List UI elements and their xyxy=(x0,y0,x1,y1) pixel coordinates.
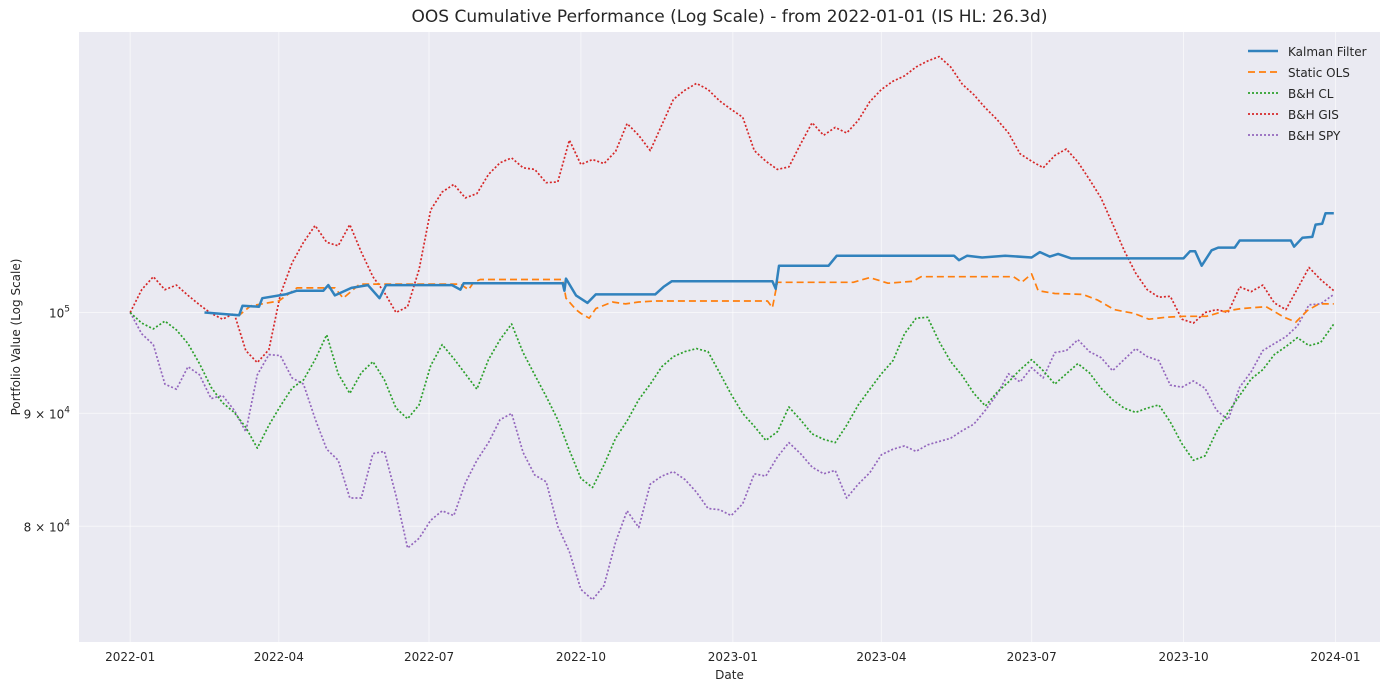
x-tick-label: 2022-04 xyxy=(254,650,304,664)
x-tick-label: 2023-04 xyxy=(856,650,906,664)
x-tick-label: 2022-10 xyxy=(556,650,606,664)
series-line-b-h-spy xyxy=(129,293,1335,601)
series-line-static-ols xyxy=(204,273,1334,323)
series-line-b-h-gis xyxy=(129,55,1335,364)
legend-label: B&H SPY xyxy=(1288,129,1341,143)
x-tick-label: 2023-07 xyxy=(1007,650,1057,664)
y-tick-label: 8 × 104 xyxy=(24,518,71,534)
legend-label: B&H CL xyxy=(1288,87,1334,101)
series-line-b-h-cl xyxy=(129,311,1335,489)
x-tick-label: 2022-07 xyxy=(404,650,454,664)
legend-label: Static OLS xyxy=(1288,66,1350,80)
x-tick-label: 2022-01 xyxy=(105,650,155,664)
legend-label: B&H GIS xyxy=(1288,108,1339,122)
y-axis-label: Portfolio Value (Log Scale) xyxy=(9,259,23,416)
legend: Kalman Filter Static OLS B&H CL B&H GIS B&H … xyxy=(1248,45,1367,143)
axis-labels: 2022-01 2022-04 2022-07 2022-10 2023-01 2023-… xyxy=(24,304,1361,664)
x-axis-label: Date xyxy=(715,668,744,682)
grid-lines xyxy=(79,32,1380,642)
y-tick-label: 9 × 104 xyxy=(24,405,71,421)
chart-title: OOS Cumulative Performance (Log Scale) -… xyxy=(412,7,1048,27)
x-tick-label: 2023-01 xyxy=(708,650,758,664)
x-tick-label: 2023-10 xyxy=(1158,650,1208,664)
x-tick-label: 2024-01 xyxy=(1310,650,1360,664)
series-line-kalman-filter xyxy=(204,212,1334,317)
legend-label: Kalman Filter xyxy=(1288,45,1367,59)
series-lines xyxy=(129,55,1335,601)
plot-area xyxy=(79,32,1380,642)
